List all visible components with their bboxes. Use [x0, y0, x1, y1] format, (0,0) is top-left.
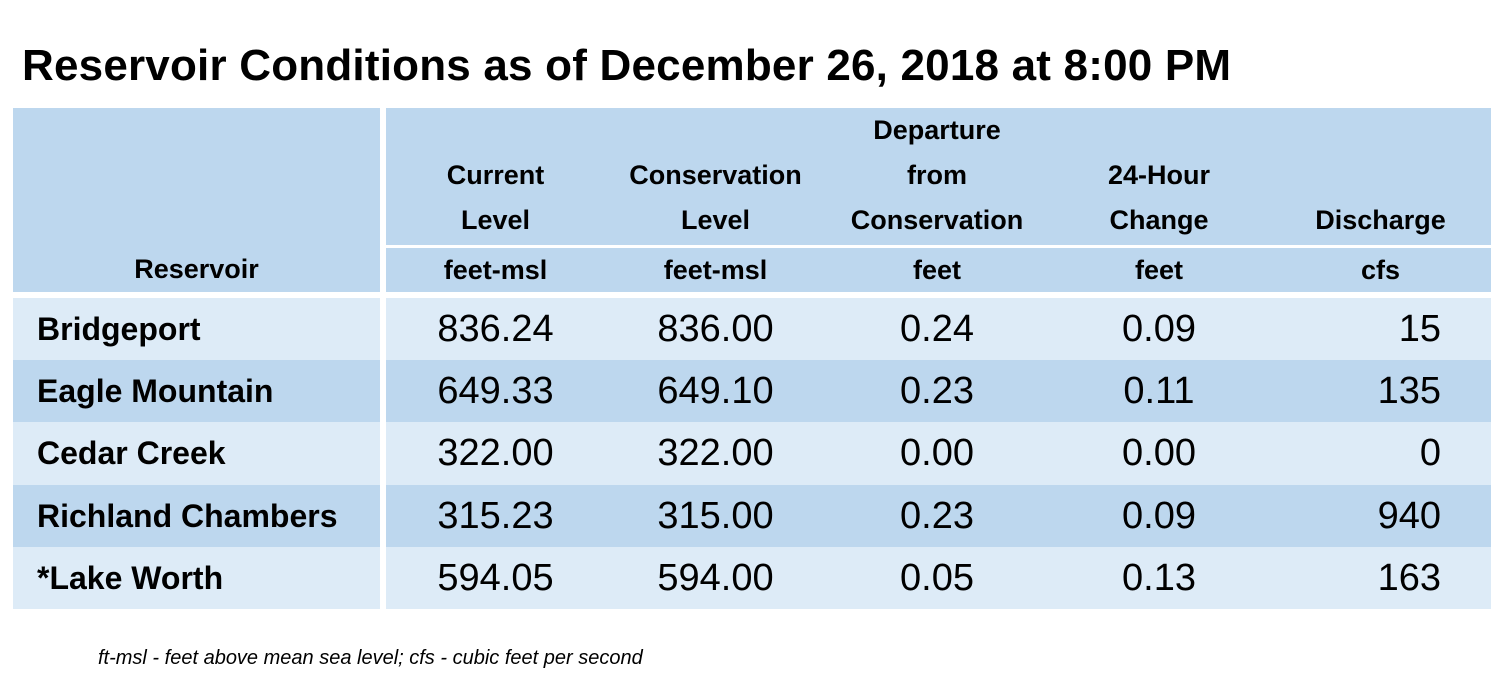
- current-level-value: 649.33: [437, 370, 554, 412]
- current-level-value: 322.00: [437, 432, 554, 474]
- column-header-change-line2: Change: [1109, 205, 1209, 235]
- table-row: Richland Chambers: [13, 485, 380, 547]
- header-current-level-cell: Current Level: [386, 108, 605, 245]
- conservation-level-value: 322.00: [657, 432, 774, 474]
- reservoir-name: Bridgeport: [37, 311, 201, 347]
- unit-change: feet: [1134, 255, 1183, 285]
- column-header-current-line1: Current: [446, 160, 545, 190]
- table-row-values: 836.24 836.00 0.24 0.09 15: [386, 298, 1491, 360]
- column-header-conservation-line1: Conservation: [629, 160, 802, 190]
- column-header-current-line2: Level: [460, 205, 531, 235]
- unit-conservation-cell: feet-msl: [605, 248, 826, 292]
- departure-value: 0.23: [900, 495, 974, 537]
- reservoir-name: Eagle Mountain: [37, 373, 274, 409]
- departure-value: 0.00: [900, 432, 974, 474]
- table-row-values: 649.33 649.10 0.23 0.11 135: [386, 360, 1491, 422]
- discharge-value: 15: [1398, 308, 1441, 350]
- page-title: Reservoir Conditions as of December 26, …: [22, 41, 1232, 90]
- table-row: Eagle Mountain: [13, 360, 380, 422]
- header-conservation-level-cell: Conservation Level: [605, 108, 826, 245]
- unit-current: feet-msl: [443, 255, 548, 285]
- discharge-value: 163: [1377, 557, 1441, 599]
- column-header-change-line1: 24-Hour: [1107, 160, 1210, 190]
- change-value: 0.09: [1122, 495, 1196, 537]
- conservation-level-value: 836.00: [657, 308, 774, 350]
- discharge-value: 0: [1419, 432, 1441, 474]
- column-header-reservoir: Reservoir: [134, 254, 259, 284]
- current-level-value: 315.23: [437, 495, 554, 537]
- reservoir-name: Richland Chambers: [37, 498, 338, 534]
- table-row-values: 322.00 322.00 0.00 0.00 0: [386, 422, 1491, 485]
- departure-value: 0.24: [900, 308, 974, 350]
- unit-departure-cell: feet: [826, 248, 1048, 292]
- footnote: ft-msl - feet above mean sea level; cfs …: [98, 647, 643, 669]
- conservation-level-value: 594.00: [657, 557, 774, 599]
- column-header-conservation-line2: Level: [680, 205, 751, 235]
- table-row: Bridgeport: [13, 298, 380, 360]
- header-change-cell: 24-Hour Change: [1048, 108, 1270, 245]
- column-header-departure-line1: Departure: [873, 115, 1001, 145]
- discharge-value: 940: [1377, 495, 1441, 537]
- header-departure-cell: Departure from Conservation: [826, 108, 1048, 245]
- header-discharge-cell: Discharge: [1270, 108, 1491, 245]
- change-value: 0.13: [1122, 557, 1196, 599]
- table-row: *Lake Worth: [13, 547, 380, 609]
- departure-value: 0.23: [900, 370, 974, 412]
- column-header-discharge: Discharge: [1315, 205, 1446, 235]
- reservoir-name: Cedar Creek: [37, 435, 226, 471]
- unit-discharge: cfs: [1360, 255, 1401, 285]
- table-row-values: 315.23 315.00 0.23 0.09 940: [386, 485, 1491, 547]
- change-value: 0.09: [1122, 308, 1196, 350]
- unit-current-cell: feet-msl: [386, 248, 605, 292]
- unit-discharge-cell: cfs: [1270, 248, 1491, 292]
- unit-departure: feet: [912, 255, 961, 285]
- column-header-departure-line3: Conservation: [850, 205, 1024, 235]
- header-reservoir-cell: Reservoir: [13, 108, 380, 292]
- column-header-departure-line2: from: [907, 160, 967, 190]
- unit-conservation: feet-msl: [663, 255, 768, 285]
- reservoir-name: *Lake Worth: [37, 560, 224, 596]
- table-row-values: 594.05 594.00 0.05 0.13 163: [386, 547, 1491, 609]
- conservation-level-value: 649.10: [657, 370, 774, 412]
- current-level-value: 836.24: [437, 308, 554, 350]
- departure-value: 0.05: [900, 557, 974, 599]
- change-value: 0.11: [1123, 370, 1195, 412]
- conservation-level-value: 315.00: [657, 495, 774, 537]
- discharge-value: 135: [1377, 370, 1441, 412]
- current-level-value: 594.05: [437, 557, 554, 599]
- unit-change-cell: feet: [1048, 248, 1270, 292]
- change-value: 0.00: [1122, 432, 1196, 474]
- table-row: Cedar Creek: [13, 422, 380, 485]
